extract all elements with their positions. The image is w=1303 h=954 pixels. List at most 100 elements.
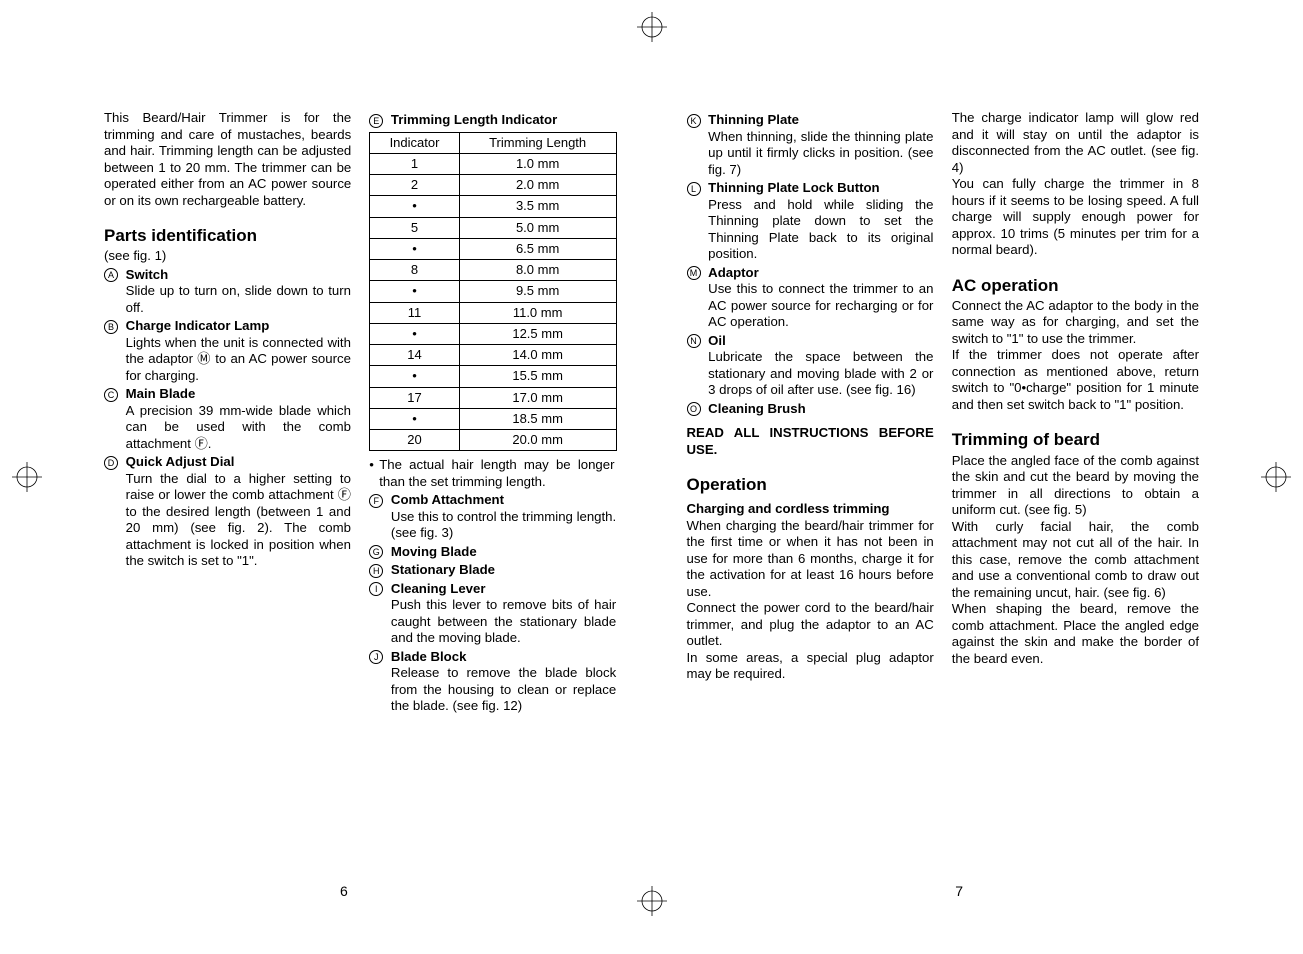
page-left: This Beard/Hair Trimmer is for the trimm… xyxy=(104,110,617,870)
crop-mark-right xyxy=(1261,462,1291,492)
table-cell: 11 xyxy=(370,302,460,323)
col4-p1: The charge indicator lamp will glow red … xyxy=(952,110,1199,176)
table-cell: 20 xyxy=(370,430,460,451)
letter-F: F xyxy=(369,494,383,508)
table-cell: 14 xyxy=(370,345,460,366)
part-J-text: Release to remove the blade block from t… xyxy=(391,665,616,713)
table-row: 1717.0 mm xyxy=(370,387,616,408)
table-row: •3.5 mm xyxy=(370,196,616,217)
content-area: This Beard/Hair Trimmer is for the trimm… xyxy=(104,110,1199,870)
part-N: N Oil Lubricate the space between the st… xyxy=(687,333,934,399)
table-row: 2020.0 mm xyxy=(370,430,616,451)
operation-heading: Operation xyxy=(687,474,934,495)
part-L: L Thinning Plate Lock Button Press and h… xyxy=(687,180,934,263)
table-row: •12.5 mm xyxy=(370,323,616,344)
charging-p1: When charging the beard/hair trimmer for… xyxy=(687,518,934,601)
part-L-text: Press and hold while sliding the Thinnin… xyxy=(708,197,933,262)
table-row: •15.5 mm xyxy=(370,366,616,387)
column-4: The charge indicator lamp will glow red … xyxy=(952,110,1199,870)
read-all-instructions: READ ALL INSTRUCTIONS BEFORE USE. xyxy=(687,425,934,458)
table-cell: 2.0 mm xyxy=(459,175,616,196)
table-cell: 12.5 mm xyxy=(459,323,616,344)
part-H: H Stationary Blade xyxy=(369,562,616,579)
charging-p3: In some areas, a special plug adaptor ma… xyxy=(687,650,934,683)
table-header-indicator: Indicator xyxy=(370,132,460,153)
column-1: This Beard/Hair Trimmer is for the trimm… xyxy=(104,110,351,870)
charging-p2: Connect the power cord to the beard/hair… xyxy=(687,600,934,650)
tb-p3: When shaping the beard, remove the comb … xyxy=(952,601,1199,667)
table-row: 22.0 mm xyxy=(370,175,616,196)
parts-heading: Parts identification xyxy=(104,225,351,246)
table-cell: • xyxy=(370,238,460,259)
tb-p1: Place the angled face of the comb agains… xyxy=(952,453,1199,519)
trimming-beard-heading: Trimming of beard xyxy=(952,429,1199,450)
table-cell: • xyxy=(370,408,460,429)
trim-note: •The actual hair length may be longer th… xyxy=(369,457,616,490)
letter-G: G xyxy=(369,545,383,559)
page-right: K Thinning Plate When thinning, slide th… xyxy=(687,110,1200,870)
table-row: •18.5 mm xyxy=(370,408,616,429)
part-B-text: Lights when the unit is connected with t… xyxy=(126,335,351,383)
table-cell: 3.5 mm xyxy=(459,196,616,217)
table-row: 55.0 mm xyxy=(370,217,616,238)
part-N-text: Lubricate the space between the stationa… xyxy=(708,349,933,397)
table-cell: 1 xyxy=(370,153,460,174)
table-cell: • xyxy=(370,196,460,217)
table-cell: 8.0 mm xyxy=(459,260,616,281)
table-row: 1414.0 mm xyxy=(370,345,616,366)
part-O-title: Cleaning Brush xyxy=(708,401,805,416)
part-D-text: Turn the dial to a higher setting to rai… xyxy=(126,471,351,569)
letter-I: I xyxy=(369,582,383,596)
table-cell: 20.0 mm xyxy=(459,430,616,451)
ac-p1: Connect the AC adaptor to the body in th… xyxy=(952,298,1199,348)
letter-B: B xyxy=(104,320,118,334)
crop-mark-top xyxy=(637,12,667,42)
intro-text: This Beard/Hair Trimmer is for the trimm… xyxy=(104,110,351,209)
table-cell: 8 xyxy=(370,260,460,281)
part-L-title: Thinning Plate Lock Button xyxy=(708,180,879,195)
part-I-title: Cleaning Lever xyxy=(391,581,486,596)
table-cell: 2 xyxy=(370,175,460,196)
part-F: F Comb Attachment Use this to control th… xyxy=(369,492,616,542)
page-number-right: 7 xyxy=(955,883,963,899)
letter-O: O xyxy=(687,402,701,416)
part-K: K Thinning Plate When thinning, slide th… xyxy=(687,112,934,178)
see-fig-1: (see fig. 1) xyxy=(104,248,351,265)
table-row: •9.5 mm xyxy=(370,281,616,302)
part-M-text: Use this to connect the trimmer to an AC… xyxy=(708,281,933,329)
table-header-length: Trimming Length xyxy=(459,132,616,153)
ac-operation-heading: AC operation xyxy=(952,275,1199,296)
column-2: E Trimming Length Indicator Indicator Tr… xyxy=(369,110,616,870)
crop-mark-left xyxy=(12,462,42,492)
part-N-title: Oil xyxy=(708,333,726,348)
table-cell: 15.5 mm xyxy=(459,366,616,387)
part-H-title: Stationary Blade xyxy=(391,562,495,577)
part-B: B Charge Indicator Lamp Lights when the … xyxy=(104,318,351,384)
part-M: M Adaptor Use this to connect the trimme… xyxy=(687,265,934,331)
table-cell: 9.5 mm xyxy=(459,281,616,302)
part-F-title: Comb Attachment xyxy=(391,492,504,507)
column-3: K Thinning Plate When thinning, slide th… xyxy=(687,110,934,870)
table-row: 11.0 mm xyxy=(370,153,616,174)
letter-J: J xyxy=(369,650,383,664)
table-cell: 17 xyxy=(370,387,460,408)
table-row: 88.0 mm xyxy=(370,260,616,281)
ac-p2: If the trimmer does not operate after co… xyxy=(952,347,1199,413)
part-C: C Main Blade A precision 39 mm-wide blad… xyxy=(104,386,351,452)
part-G-title: Moving Blade xyxy=(391,544,477,559)
table-cell: 14.0 mm xyxy=(459,345,616,366)
table-cell: 5.0 mm xyxy=(459,217,616,238)
letter-K: K xyxy=(687,114,701,128)
table-cell: 11.0 mm xyxy=(459,302,616,323)
charging-subhead: Charging and cordless trimming xyxy=(687,501,934,518)
part-I: I Cleaning Lever Push this lever to remo… xyxy=(369,581,616,647)
tb-p2: With curly facial hair, the comb attachm… xyxy=(952,519,1199,602)
table-cell: • xyxy=(370,323,460,344)
part-G: G Moving Blade xyxy=(369,544,616,561)
table-row: 1111.0 mm xyxy=(370,302,616,323)
table-cell: 18.5 mm xyxy=(459,408,616,429)
letter-H: H xyxy=(369,564,383,578)
letter-C: C xyxy=(104,388,118,402)
letter-E: E xyxy=(369,114,383,128)
letter-D: D xyxy=(104,456,118,470)
